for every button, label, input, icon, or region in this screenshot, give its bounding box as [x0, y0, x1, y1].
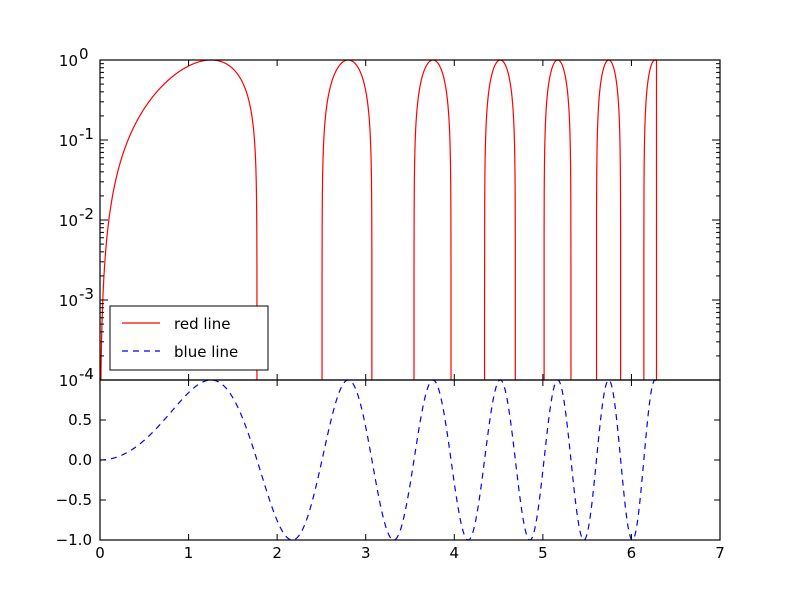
legend: red line blue line — [109, 305, 269, 371]
top-y-tick-label: 10 — [59, 132, 78, 150]
x-tick-label: 0 — [95, 544, 105, 562]
x-tick-label: 7 — [715, 544, 725, 562]
bottom-y-tick-label: −1.0 — [56, 531, 92, 549]
red-line — [595, 59, 622, 380]
x-tick-label: 6 — [627, 544, 637, 562]
bottom-y-tick-label: 0.0 — [68, 451, 92, 469]
red-line — [483, 59, 516, 380]
legend-blue-label: blue line — [174, 343, 238, 361]
x-tick-label: 2 — [272, 544, 282, 562]
plot-lines — [99, 59, 658, 541]
top-y-tick-exponent: 0 — [79, 45, 89, 63]
red-line — [543, 59, 572, 380]
bottom-y-tick-label: 0.5 — [68, 411, 92, 429]
top-y-tick-label: 10 — [59, 372, 78, 390]
red-line — [100, 59, 258, 380]
red-line — [413, 59, 452, 380]
top-y-tick-exponent: -1 — [79, 125, 94, 143]
top-y-tick-exponent: -3 — [79, 285, 94, 303]
blue-line — [99, 379, 658, 541]
x-tick-label: 5 — [538, 544, 548, 562]
x-tick-label: 4 — [450, 544, 460, 562]
top-y-tick-exponent: -4 — [79, 365, 94, 383]
top-y-tick-label: 10 — [59, 52, 78, 70]
x-tick-label: 3 — [361, 544, 371, 562]
top-y-tick-label: 10 — [59, 212, 78, 230]
legend-red-label: red line — [174, 315, 230, 333]
top-y-tick-exponent: -2 — [79, 205, 94, 223]
red-line — [321, 59, 373, 380]
x-tick-label: 1 — [184, 544, 194, 562]
top-y-tick-label: 10 — [59, 292, 78, 310]
bottom-y-tick-label: −0.5 — [56, 491, 92, 509]
red-line — [643, 59, 658, 380]
